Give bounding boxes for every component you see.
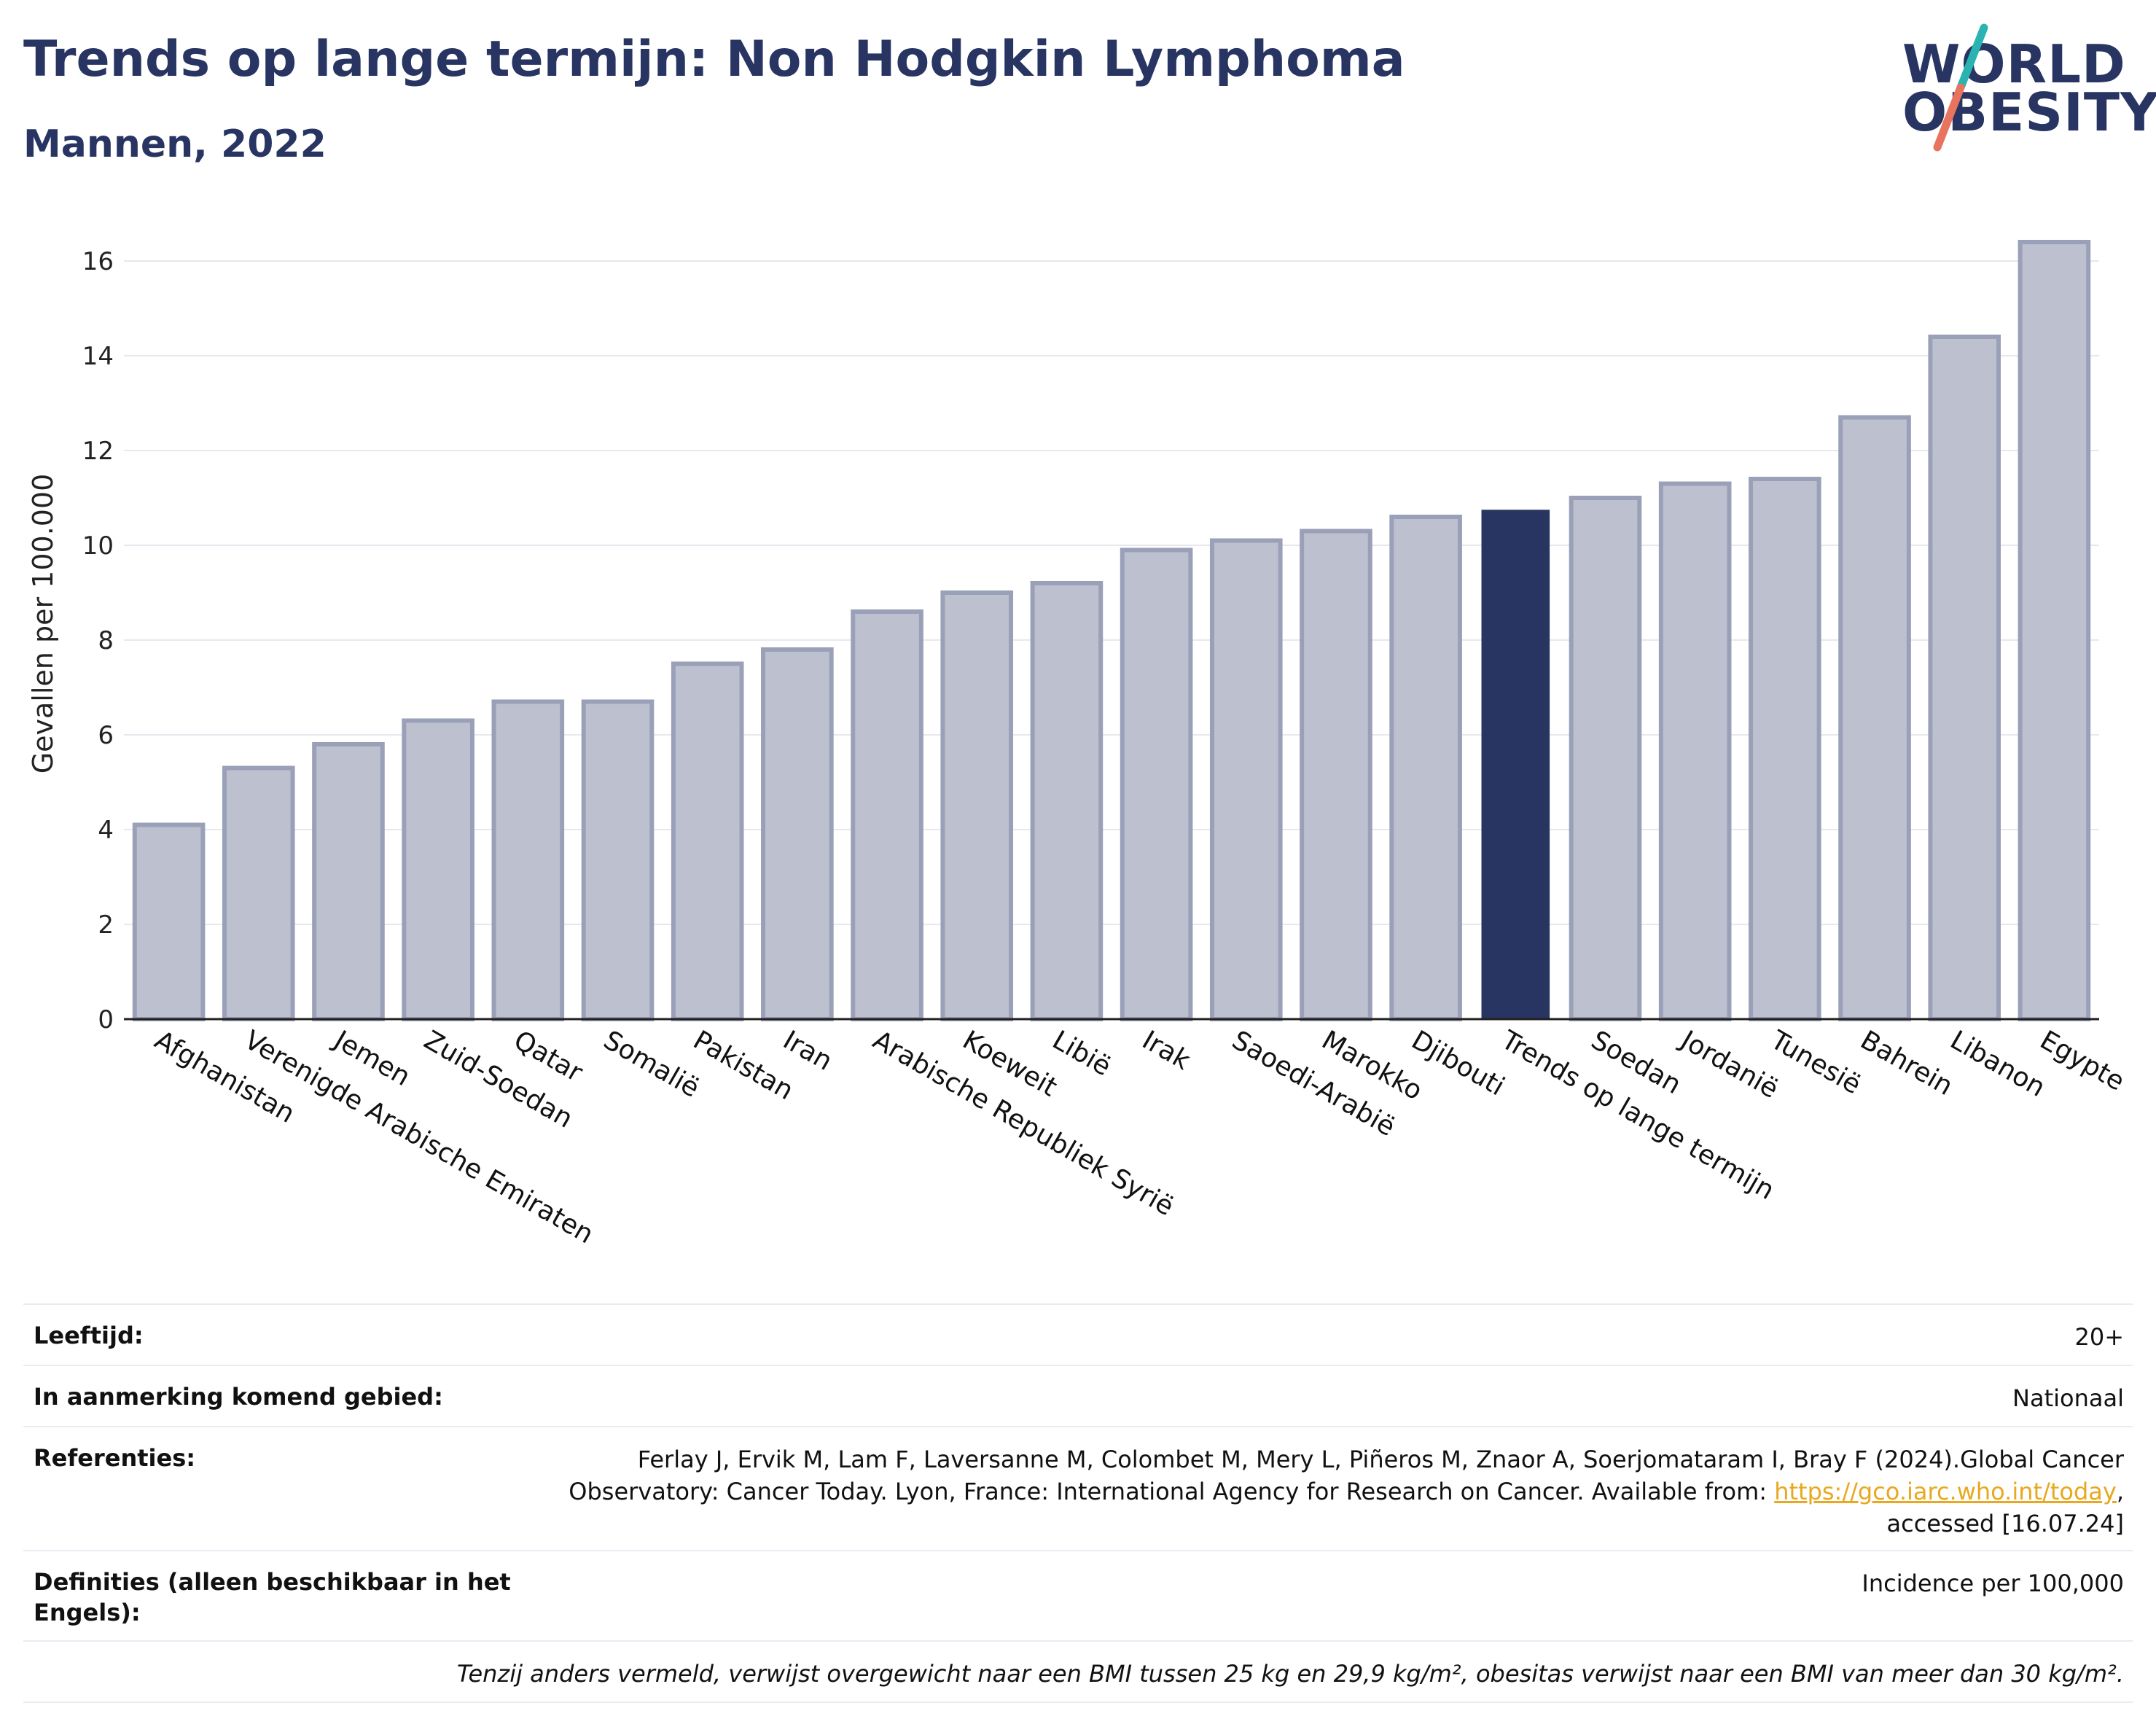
bar-zuid-soedan[interactable] [402, 718, 474, 1021]
bar-soedan[interactable] [1569, 496, 1642, 1021]
references-label: Referenties: [34, 1444, 196, 1472]
reference-text-2: Observatory: Cancer Today. Lyon, France:… [569, 1478, 1775, 1506]
page-title: Trends op lange termijn: Non Hodgkin Lym… [23, 31, 1405, 88]
bar-pakistan[interactable] [671, 661, 744, 1021]
reference-text-3: , [2116, 1478, 2124, 1506]
bar-koeweit[interactable] [940, 590, 1014, 1021]
info-row-definitions: Definities (alleen beschikbaar in het En… [23, 1550, 2133, 1640]
info-row-region: In aanmerking komend gebied: Nationaal [23, 1365, 2133, 1426]
bar-egypte[interactable] [2018, 240, 2091, 1021]
reference-link[interactable]: https://gco.iarc.who.int/today [1774, 1478, 2117, 1506]
bmi-footnote: Tenzij anders vermeld, verwijst overgewi… [456, 1660, 2124, 1688]
bar-libi-[interactable] [1030, 581, 1104, 1021]
x-tick-label: Zuid-Soedan [419, 1025, 578, 1134]
bar-marokko[interactable] [1300, 529, 1372, 1021]
bar-somali-[interactable] [581, 699, 655, 1021]
info-table: Leeftijd: 20+ In aanmerking komend gebie… [23, 1303, 2133, 1703]
x-tick-label: Pakistan [688, 1025, 798, 1106]
reference-text-1: Ferlay J, Ervik M, Lam F, Laversanne M, … [637, 1446, 2124, 1473]
y-tick-label: 4 [98, 816, 114, 845]
info-row-note: Tenzij anders vermeld, verwijst overgewi… [23, 1640, 2133, 1703]
world-obesity-logo[interactable]: WORLD OBESITY [1902, 22, 2156, 153]
bar-trends-op-lange-termijn[interactable] [1481, 510, 1550, 1019]
bar-libanon[interactable] [1928, 335, 2001, 1021]
x-tick-label: Iran [778, 1025, 837, 1077]
bar-jemen[interactable] [312, 742, 385, 1021]
y-tick-label: 2 [98, 911, 114, 940]
x-tick-label: Libanon [1945, 1025, 2050, 1103]
definitions-value: Incidence per 100,000 [1862, 1570, 2124, 1597]
bar-saoedi-arabi-[interactable] [1209, 538, 1283, 1021]
region-label: In aanmerking komend gebied: [34, 1383, 443, 1411]
logo-slash-icon [1933, 23, 1988, 152]
bar-afghanistan[interactable] [132, 822, 206, 1021]
y-tick-label: 6 [98, 721, 114, 750]
bar-bahrein[interactable] [1838, 415, 1911, 1021]
bar-tunesi-[interactable] [1749, 477, 1821, 1021]
info-row-age: Leeftijd: 20+ [23, 1303, 2133, 1365]
y-tick-label: 8 [98, 626, 114, 655]
x-tick-label: Tunesië [1765, 1025, 1865, 1101]
bar-arabische-republiek-syri-[interactable] [851, 609, 923, 1021]
x-tick-label: Irak [1137, 1025, 1195, 1076]
x-tick-label: Somalië [598, 1025, 704, 1104]
y-tick-label: 14 [82, 342, 114, 371]
bar-qatar[interactable] [491, 699, 565, 1021]
reference-text-4: accessed [16.07.24] [1886, 1510, 2124, 1538]
y-axis-label: Gevallen per 100.000 [27, 474, 59, 774]
x-tick-label: Egypte [2035, 1025, 2130, 1097]
bar-iran[interactable] [761, 647, 834, 1021]
bar-irak[interactable] [1120, 547, 1193, 1021]
x-tick-label: Jordanië [1674, 1024, 1783, 1104]
y-tick-label: 10 [82, 531, 114, 561]
x-tick-label: Djibouti [1407, 1025, 1509, 1102]
y-tick-label: 0 [98, 1005, 114, 1034]
logo-word-world: WORLD [1902, 34, 2126, 95]
bar-verenigde-arabische-emiraten[interactable] [222, 765, 295, 1021]
age-value: 20+ [2074, 1323, 2124, 1351]
references-value: Ferlay J, Ervik M, Lam F, Laversanne M, … [569, 1443, 2133, 1538]
bar-djibouti[interactable] [1389, 515, 1462, 1021]
age-label: Leeftijd: [34, 1322, 144, 1349]
region-value: Nationaal [2012, 1384, 2124, 1412]
info-row-references: Referenties: Ferlay J, Ervik M, Lam F, L… [23, 1426, 2133, 1550]
bar-jordani-[interactable] [1658, 481, 1732, 1021]
x-tick-label: Bahrein [1856, 1025, 1958, 1102]
page-subtitle: Mannen, 2022 [23, 122, 327, 166]
y-tick-labels: 0 2 4 6 8 10 12 14 16 [82, 247, 114, 1034]
bars [132, 240, 2091, 1021]
y-tick-label: 12 [82, 437, 114, 466]
y-tick-label: 16 [82, 247, 114, 276]
definitions-label: Definities (alleen beschikbaar in het En… [34, 1568, 511, 1626]
